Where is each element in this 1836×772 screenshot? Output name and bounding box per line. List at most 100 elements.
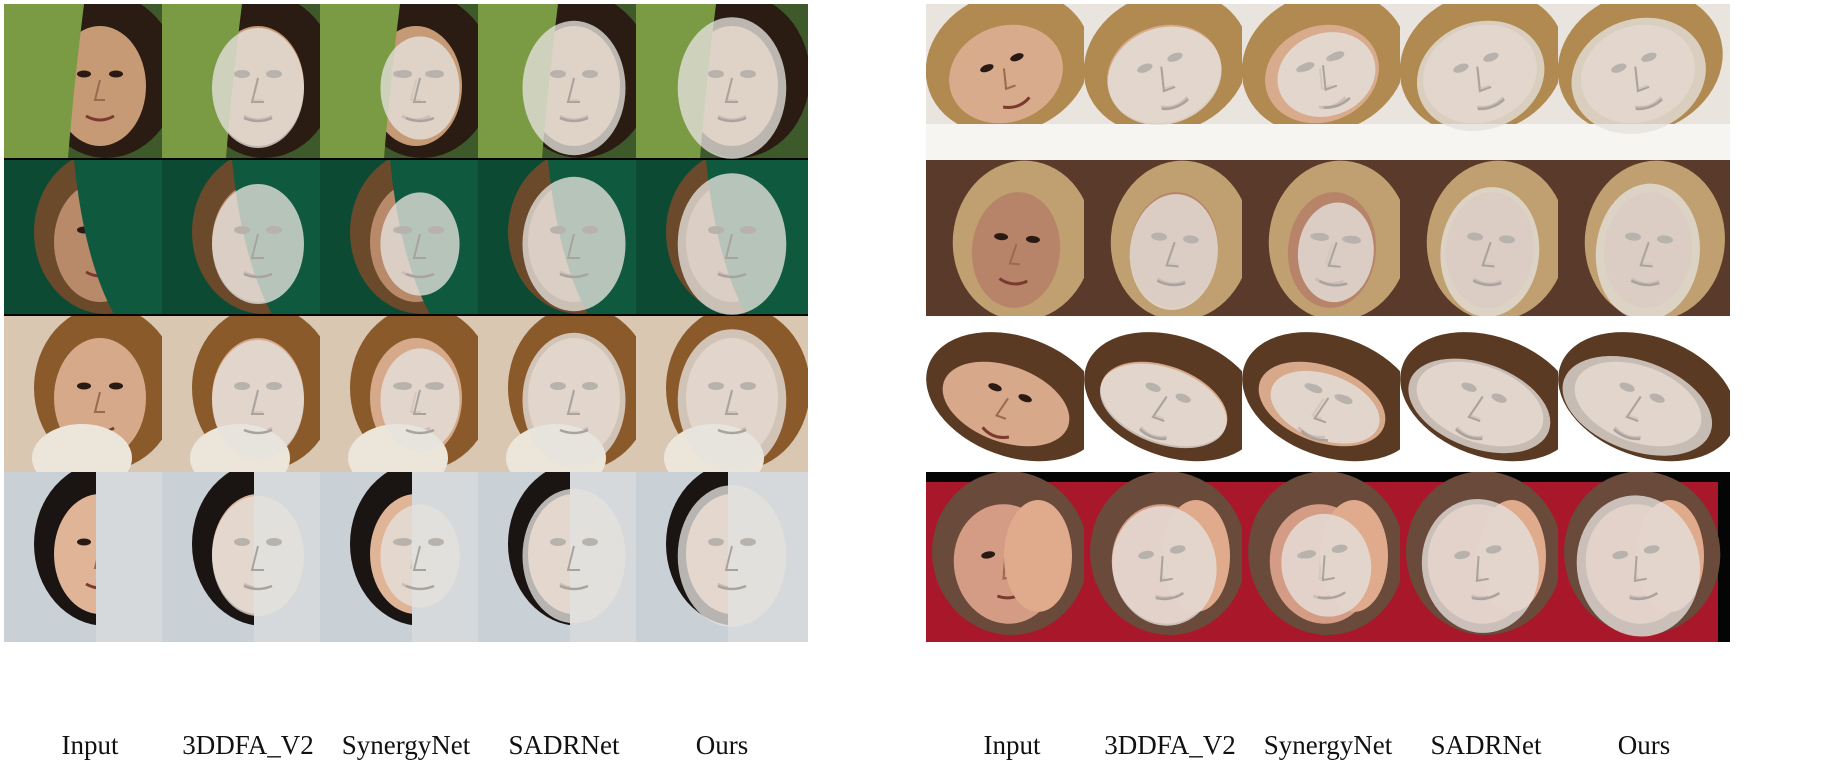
face-reconstruction-image [320, 160, 492, 330]
mesh-mouth [1317, 591, 1346, 600]
face-reconstruction-image [1558, 316, 1730, 486]
image-cell-right-row4-input [926, 472, 1098, 642]
mesh-nose [1633, 556, 1647, 583]
left-eye [77, 70, 91, 78]
mesh-shading [1612, 545, 1660, 601]
face-reconstruction-image [1084, 160, 1256, 330]
mesh-nose [724, 545, 738, 571]
image-cell-left-row2-sadrnet [478, 160, 650, 330]
image-cell-left-row4-ours [636, 472, 808, 642]
image-cell-left-row4-3ddfa-v2 [162, 472, 334, 642]
image-cell-right-row3-synergynet [1242, 316, 1414, 486]
image-cell-right-row4-sadrnet [1400, 472, 1572, 642]
reconstructed-3d-face-mesh [1277, 32, 1376, 117]
image-cell-right-row4-3ddfa-v2 [1084, 472, 1256, 642]
mesh-nose [1634, 66, 1650, 93]
mesh-mouth [243, 584, 273, 591]
mesh-mouth [1471, 592, 1501, 601]
mesh-shading [1139, 382, 1191, 441]
mesh-mouth [559, 428, 589, 435]
face-reconstruction-image [1558, 4, 1730, 174]
mesh-nose [412, 389, 426, 415]
mesh-shading [396, 226, 444, 279]
mesh-mouth [1300, 429, 1329, 442]
reconstructed-3d-face-mesh [1562, 356, 1713, 456]
mesh-mouth [1155, 592, 1185, 601]
face-reconstruction-image [4, 160, 176, 330]
face-reconstruction-image [926, 160, 1098, 330]
mesh-left-eye [234, 538, 250, 546]
mesh-shading [550, 538, 598, 591]
mouth [85, 114, 115, 122]
right-eye [1018, 394, 1032, 403]
mesh-mouth [1472, 279, 1502, 287]
mesh-right-eye [740, 382, 756, 390]
image-cell-right-row1-input [926, 4, 1098, 174]
mesh-right-eye [740, 538, 756, 546]
image-cell-right-row3-input [926, 316, 1098, 486]
face-reconstruction-image [1400, 316, 1572, 486]
mesh-shading [234, 70, 282, 123]
reconstructed-3d-face-mesh [522, 332, 626, 468]
column-label: 3DDFA_V2 [182, 730, 314, 760]
right-eye [109, 382, 123, 390]
mesh-right-eye [1499, 235, 1515, 244]
image-cell-right-row1-3ddfa-v2 [1084, 4, 1256, 174]
face-reconstruction-image [1242, 472, 1414, 642]
facial-features [980, 53, 1031, 109]
reconstructed-3d-face-mesh [1270, 370, 1380, 444]
left-eye [77, 382, 91, 390]
mesh-left-eye [550, 538, 566, 546]
mesh-left-eye [396, 538, 412, 546]
mesh-right-eye [1175, 393, 1191, 403]
mesh-left-eye [1467, 232, 1484, 241]
mesh-shading [1300, 383, 1353, 442]
face-reconstruction-image [636, 472, 808, 642]
reconstructed-3d-face-mesh [1595, 183, 1700, 321]
mesh-shading [550, 70, 598, 123]
mesh-left-eye [1145, 382, 1161, 392]
mesh-mouth [1477, 98, 1505, 111]
mesh-shading [550, 226, 598, 279]
image-cell-right-row3-ours [1558, 316, 1730, 486]
mesh-right-eye [582, 538, 598, 546]
image-cell-right-row4-synergynet [1242, 472, 1414, 642]
mesh-shading [1467, 232, 1515, 287]
mesh-left-eye [708, 538, 724, 546]
column-label: SADRNet [508, 730, 620, 760]
face-reconstruction-image [1242, 160, 1414, 330]
image-cell-left-row3-ours [636, 316, 808, 486]
image-cell-left-row3-sadrnet [478, 316, 650, 486]
mesh-shading [1313, 232, 1361, 287]
mouth [981, 426, 1010, 439]
reconstructed-3d-face-mesh [1099, 363, 1227, 449]
mesh-right-eye [428, 538, 444, 546]
reconstructed-3d-face-mesh [1571, 17, 1706, 135]
mesh-shading [1137, 52, 1189, 111]
image-cell-right-row3-3ddfa-v2 [1084, 316, 1256, 486]
image-cell-left-row4-sadrnet [478, 472, 650, 642]
mesh-left-eye [1300, 550, 1317, 559]
column-label: Input [983, 730, 1041, 760]
mesh-right-eye [1649, 393, 1665, 403]
face-shape [949, 24, 1063, 124]
reconstructed-3d-face-mesh [1416, 20, 1545, 132]
mesh-right-eye [582, 226, 598, 234]
mesh-mouth [405, 116, 435, 123]
nose [1002, 68, 1016, 91]
leaf-occluder [320, 4, 400, 158]
mesh-mouth [1630, 279, 1660, 287]
mesh-nose [250, 77, 264, 103]
mesh-nose [724, 389, 738, 415]
mesh-right-eye [1643, 545, 1660, 554]
mesh-shading [234, 226, 282, 279]
face-reconstruction-image [636, 160, 808, 330]
image-cell-right-row2-synergynet [1242, 160, 1414, 330]
mesh-mouth [405, 272, 435, 279]
mesh-right-eye [582, 70, 598, 78]
mesh-shading [1298, 51, 1351, 109]
reconstructed-3d-face-mesh [1576, 495, 1701, 637]
reconstructed-3d-face-mesh [522, 176, 626, 312]
mesh-shading [396, 70, 444, 123]
